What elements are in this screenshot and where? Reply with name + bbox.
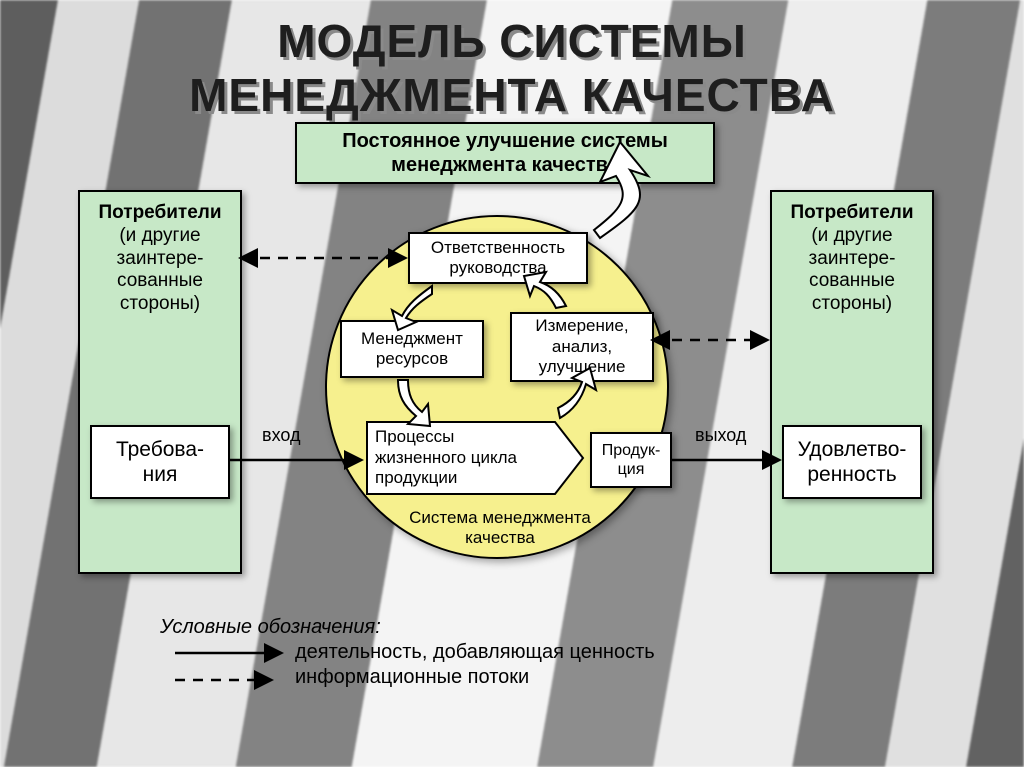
right-panel-header: Потребители(и другиезаинтере-сованныесто… (772, 202, 932, 316)
node-output: Продук- ция (590, 432, 672, 488)
legend-dashed: информационные потоки (295, 666, 655, 689)
right-panel: Потребители(и другиезаинтере-сованныесто… (770, 190, 934, 574)
label-output: выход (695, 425, 746, 446)
label-input: вход (262, 425, 300, 446)
left-panel: Потребители(и другиезаинтере-сованныесто… (78, 190, 242, 574)
left-panel-header: Потребители(и другиезаинтере-сованныесто… (80, 202, 240, 316)
legend-solid: деятельность, добавляющая ценность (295, 641, 655, 664)
page-title: МОДЕЛЬ СИСТЕМЫМЕНЕДЖМЕНТА КАЧЕСТВА МОДЕЛ… (0, 14, 1024, 122)
node-process: Процессы жизненного цикла продукции (375, 426, 555, 490)
node-resources: Менеджмент ресурсов (340, 320, 484, 378)
legend-title: Условные обозначения: (160, 616, 655, 639)
node-responsibility: Ответственность руководства (408, 232, 588, 284)
node-measurement: Измерение, анализ, улучшение (510, 312, 654, 382)
satisfaction-box: Удовлетво- ренность (782, 425, 922, 499)
requirements-box: Требова- ния (90, 425, 230, 499)
circle-caption: Система менеджмента качества (400, 508, 600, 548)
top-banner: Постоянное улучшение системы менеджмента… (295, 122, 715, 184)
legend: Условные обозначения: деятельность, доба… (160, 616, 655, 689)
